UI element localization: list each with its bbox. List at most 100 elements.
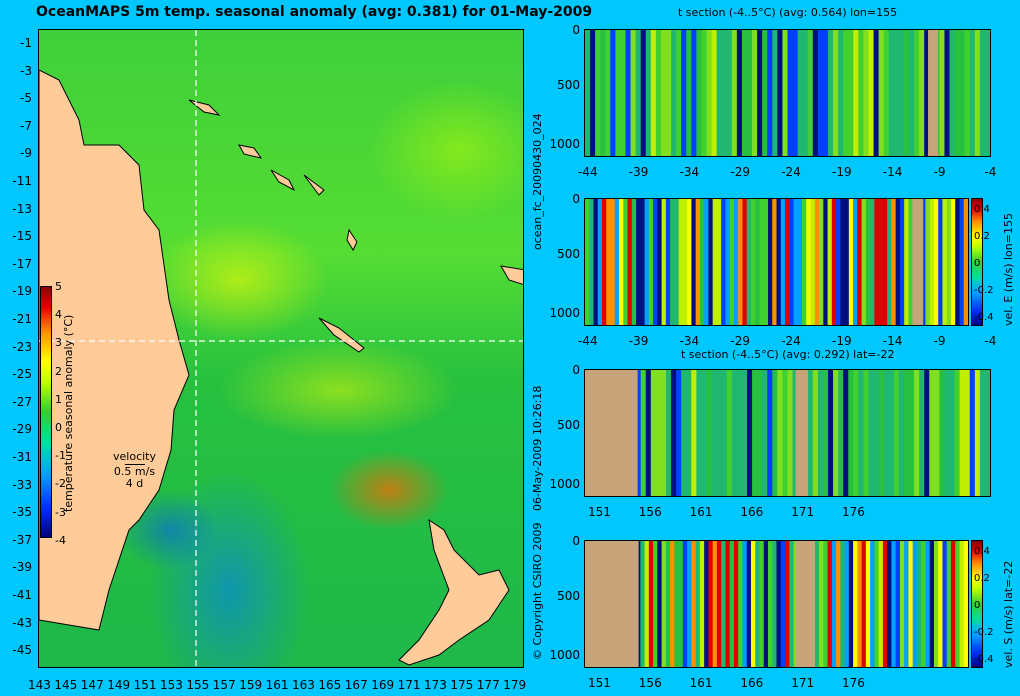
map-x-tick: 155 (186, 678, 210, 692)
map-y-tick: -17 (12, 256, 32, 271)
map-y-tick: -9 (20, 146, 32, 161)
section-y-tick: 500 (557, 589, 580, 603)
section-x-tick: 161 (689, 676, 713, 690)
run-id: ocean_fc_20090430_024 (531, 113, 544, 250)
map-colorbar-tick: 0 (55, 421, 62, 434)
section-x-tick: 176 (842, 505, 865, 519)
section-colorbar-tick: 0.4 (974, 204, 990, 215)
map-y-tick: -13 (12, 201, 32, 216)
map-x-tick: 157 (212, 678, 236, 692)
temp-section-lat22 (584, 369, 991, 497)
section-x-tick: -29 (730, 165, 750, 179)
section-x-tick: -14 (882, 165, 903, 179)
map-x-tick: 169 (371, 678, 395, 692)
map-colorbar-tick: 4 (55, 308, 62, 322)
map-x-tick: 175 (450, 678, 474, 692)
map-y-tick: -7 (20, 118, 32, 133)
map-x-tick: 177 (476, 678, 500, 692)
section3-title: t section (-4..5°C) (avg: 0.292) lat=-22 (681, 348, 895, 361)
section-colorbar-tick: -0.2 (974, 285, 994, 296)
section-x-tick: 166 (740, 505, 764, 519)
timestamp-text: 06-May-2009 10:26:18 (531, 385, 544, 512)
map-x-tick: 163 (292, 678, 315, 692)
section-x-tick: -44 (578, 165, 598, 179)
map-y-tick: -11 (12, 174, 32, 188)
map-x-tick: 161 (265, 678, 289, 692)
section-x-tick: 176 (842, 676, 865, 690)
velocity-arrow-icon (124, 464, 145, 465)
vel-east-section-lon155 (584, 198, 969, 326)
map-x-tick: 171 (397, 678, 421, 692)
vel-south-label: vel. S (m/s) lat=-22 (1002, 560, 1015, 668)
section-x-tick: -4 (984, 165, 997, 179)
section-colorbar-tick: -0.2 (974, 627, 994, 638)
section-x-tick: -19 (832, 165, 852, 179)
section-x-tick: -34 (679, 165, 700, 179)
map-x-tick: 179 (503, 678, 527, 692)
map-y-tick: -39 (12, 560, 32, 575)
section-x-tick: 161 (689, 505, 713, 519)
map-colorbar-tick: -4 (55, 533, 66, 547)
map-y-tick: -1 (20, 36, 32, 50)
map-x-tick: 153 (160, 678, 183, 692)
section-x-tick: 151 (588, 505, 611, 519)
section-x-tick: -9 (933, 334, 946, 348)
map-colorbar-tick: -1 (55, 449, 66, 463)
map-y-tick: -41 (12, 588, 32, 602)
map-x-tick: 167 (344, 678, 368, 692)
section-x-tick: -14 (882, 334, 903, 348)
section-x-tick: -44 (578, 334, 598, 348)
section-y-tick: 0 (572, 192, 580, 206)
map-colorbar-tick: 5 (55, 280, 62, 293)
map-y-tick: -19 (12, 284, 32, 299)
map-y-tick: -37 (12, 532, 32, 547)
velocity-key: velocity 0.5 m/s 4 d (113, 451, 156, 490)
section-x-tick: -19 (832, 334, 852, 348)
section-x-tick: -9 (933, 165, 946, 179)
map-y-tick: -29 (12, 422, 32, 437)
section-y-tick: 500 (557, 247, 580, 261)
vel-south-section-lat22 (584, 540, 969, 668)
velocity-key-period: 4 d (125, 477, 144, 490)
vel-east-label: vel. E (m/s) lon=155 (1002, 213, 1015, 326)
section-y-tick: 1000 (549, 648, 580, 662)
section-x-tick: -39 (628, 334, 649, 348)
section-colorbar-tick: 0.2 (974, 231, 990, 242)
section-x-tick: -29 (730, 334, 750, 348)
section-y-tick: 500 (557, 418, 580, 432)
map-colorbar-tick: 3 (55, 336, 62, 350)
map-y-tick: -23 (12, 339, 32, 354)
vel-east-colorbar (971, 198, 983, 326)
section-y-tick: 500 (557, 78, 580, 92)
map-y-tick: -21 (12, 312, 32, 326)
continent-outline-icon (39, 69, 190, 631)
temp-section-lon155 (584, 29, 991, 157)
map-colorbar-tick: 2 (55, 364, 62, 378)
map-colorbar (40, 286, 52, 538)
section-x-tick: -39 (628, 165, 649, 179)
section-colorbar-tick: 0 (974, 258, 981, 269)
section1-title: t section (-4..5°C) (avg: 0.564) lon=155 (678, 6, 898, 19)
map-x-tick: 151 (133, 678, 157, 692)
vel-south-colorbar (971, 540, 983, 668)
map-colorbar-tick: -2 (55, 477, 66, 491)
section-colorbar-tick: -0.4 (974, 312, 994, 323)
section-y-tick: 0 (572, 363, 580, 377)
map-x-tick: 149 (107, 678, 131, 692)
section-x-tick: 151 (588, 676, 611, 690)
section-x-tick: 171 (791, 676, 815, 690)
section-colorbar-tick: 0 (974, 600, 981, 611)
section-y-tick: 1000 (549, 306, 580, 320)
map-y-tick: -5 (20, 91, 32, 106)
map-y-tick: -3 (20, 63, 32, 78)
section-x-tick: 171 (791, 505, 815, 519)
page-title: OceanMAPS 5m temp. seasonal anomaly (avg… (36, 4, 593, 20)
map-x-tick: 159 (239, 678, 263, 692)
map-colorbar-tick: -3 (55, 505, 66, 519)
section-x-tick: -24 (781, 165, 801, 179)
map-x-tick: 173 (424, 678, 447, 692)
island-outline-icon (188, 99, 523, 666)
map-x-tick: 147 (80, 678, 104, 692)
section-colorbar-tick: 0.2 (974, 573, 990, 584)
map-colorbar-tick: 1 (55, 392, 62, 406)
